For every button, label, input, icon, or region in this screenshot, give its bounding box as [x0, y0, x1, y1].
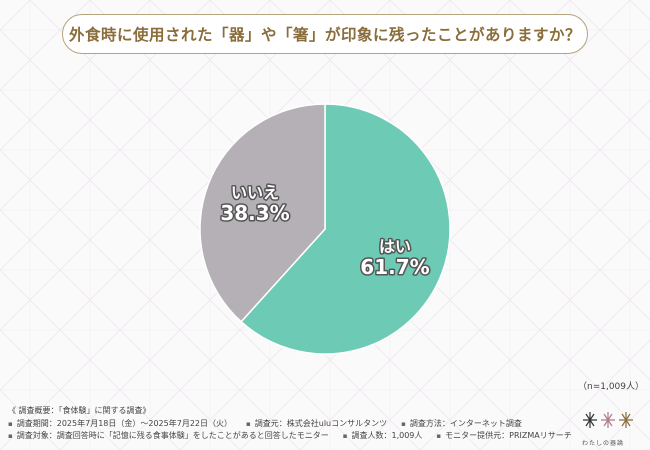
- brand-logo-text: わたしの器論: [582, 440, 625, 447]
- overview-heading: 《 調査概要：「食体験」に関する調査》: [8, 406, 151, 415]
- survey-organizer: 調査元：株式会社uluコンサルタンツ: [246, 418, 387, 431]
- survey-target: 調査対象：調査回答時に「記憶に残る食事体験」をしたことがあると回答したモニター: [8, 430, 329, 443]
- survey-period: 調査期間：2025年7月18日（金）〜2025年7月22日（火）: [8, 418, 232, 431]
- sample-size-label: （n=1,009人）: [578, 382, 645, 392]
- pie-slice-value-1: 38.3%: [220, 201, 289, 225]
- brand-logo-icon: [583, 412, 633, 428]
- survey-provider: モニター提供元：PRIZMAリサーチ: [436, 430, 572, 443]
- title-box: 外食時に使用された「器」や「箸」が印象に残ったことがありますか？: [62, 14, 588, 54]
- survey-respondents: 調査人数：1,009人: [343, 430, 423, 443]
- survey-method: 調査方法：インターネット調査: [401, 418, 522, 431]
- pie-slice-0: [240, 103, 451, 355]
- pie-slice-value-0: 61.7%: [360, 255, 429, 279]
- pie-slice-label-1: いいえ: [231, 183, 279, 202]
- pie-slice-1: [199, 103, 326, 323]
- pie-slice-label-0: はい: [379, 237, 411, 256]
- survey-overview: 《 調査概要：「食体験」に関する調査》 調査期間：2025年7月18日（金）〜2…: [8, 405, 586, 443]
- chart-title: 外食時に使用された「器」や「箸」が印象に残ったことがありますか？: [68, 26, 581, 44]
